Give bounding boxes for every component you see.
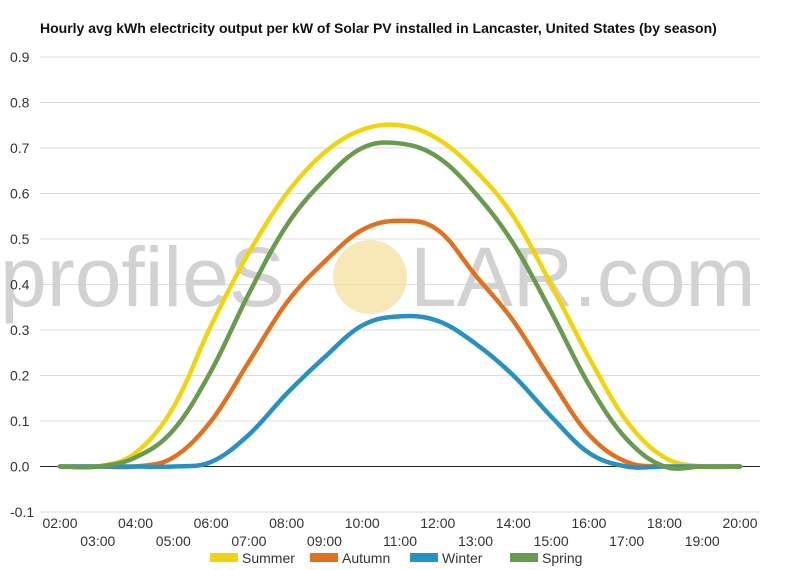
legend-label-autumn: Autumn xyxy=(342,550,390,566)
legend-swatch-spring xyxy=(510,553,538,562)
x-tick-label: 02:00 xyxy=(42,515,77,531)
legend-label-winter: Winter xyxy=(442,550,483,566)
x-tick-label: 13:00 xyxy=(458,533,493,549)
legend-label-summer: Summer xyxy=(242,550,295,566)
x-tick-label: 12:00 xyxy=(420,515,455,531)
series-line-winter xyxy=(57,313,743,470)
y-tick-label: 0.9 xyxy=(10,49,30,65)
x-tick-label: 19:00 xyxy=(685,533,720,549)
y-tick-label: 0.4 xyxy=(10,277,30,293)
y-tick-label: 0.0 xyxy=(10,459,30,475)
y-tick-label: 0.3 xyxy=(10,322,30,338)
x-tick-label: 03:00 xyxy=(80,533,115,549)
watermark: profileS LAR.com xyxy=(0,230,755,324)
legend-swatch-summer xyxy=(210,553,238,562)
x-axis: 02:0003:0004:0005:0006:0007:0008:0009:00… xyxy=(42,515,757,549)
x-tick-label: 04:00 xyxy=(118,515,153,531)
x-tick-label: 06:00 xyxy=(194,515,229,531)
series-line-summer xyxy=(57,122,743,470)
x-tick-label: 09:00 xyxy=(307,533,342,549)
x-tick-label: 18:00 xyxy=(647,515,682,531)
x-tick-label: 07:00 xyxy=(231,533,266,549)
x-tick-label: 17:00 xyxy=(609,533,644,549)
x-tick-label: 14:00 xyxy=(496,515,531,531)
y-tick-label: -0.1 xyxy=(10,504,34,520)
y-tick-label: 0.2 xyxy=(10,368,30,384)
x-tick-label: 15:00 xyxy=(534,533,569,549)
legend-label-spring: Spring xyxy=(542,550,582,566)
series-line-spring xyxy=(57,140,743,471)
series-line-autumn xyxy=(57,218,743,470)
watermark-sun-icon xyxy=(333,240,407,314)
watermark-text-right: LAR.com xyxy=(410,230,755,324)
x-tick-label: 11:00 xyxy=(383,533,417,549)
x-tick-label: 10:00 xyxy=(345,515,380,531)
x-tick-label: 20:00 xyxy=(722,515,757,531)
x-tick-label: 08:00 xyxy=(269,515,304,531)
y-axis: 0.9 0.8 0.7 0.6 0.5 0.4 0.3 0.2 0.1 0.0 -0.1 xyxy=(10,49,34,520)
y-tick-label: 0.5 xyxy=(10,231,30,247)
legend: Summer Autumn Winter Spring xyxy=(210,550,582,566)
legend-swatch-winter xyxy=(410,553,438,562)
y-tick-label: 0.6 xyxy=(10,186,30,202)
chart-title: Hourly avg kWh electricity output per kW… xyxy=(40,20,717,36)
x-tick-label: 16:00 xyxy=(571,515,606,531)
series-layer xyxy=(57,122,743,471)
y-tick-label: 0.7 xyxy=(10,140,30,156)
y-tick-label: 0.8 xyxy=(10,95,30,111)
legend-swatch-autumn xyxy=(310,553,338,562)
x-tick-label: 05:00 xyxy=(156,533,191,549)
y-tick-label: 0.1 xyxy=(10,413,30,429)
